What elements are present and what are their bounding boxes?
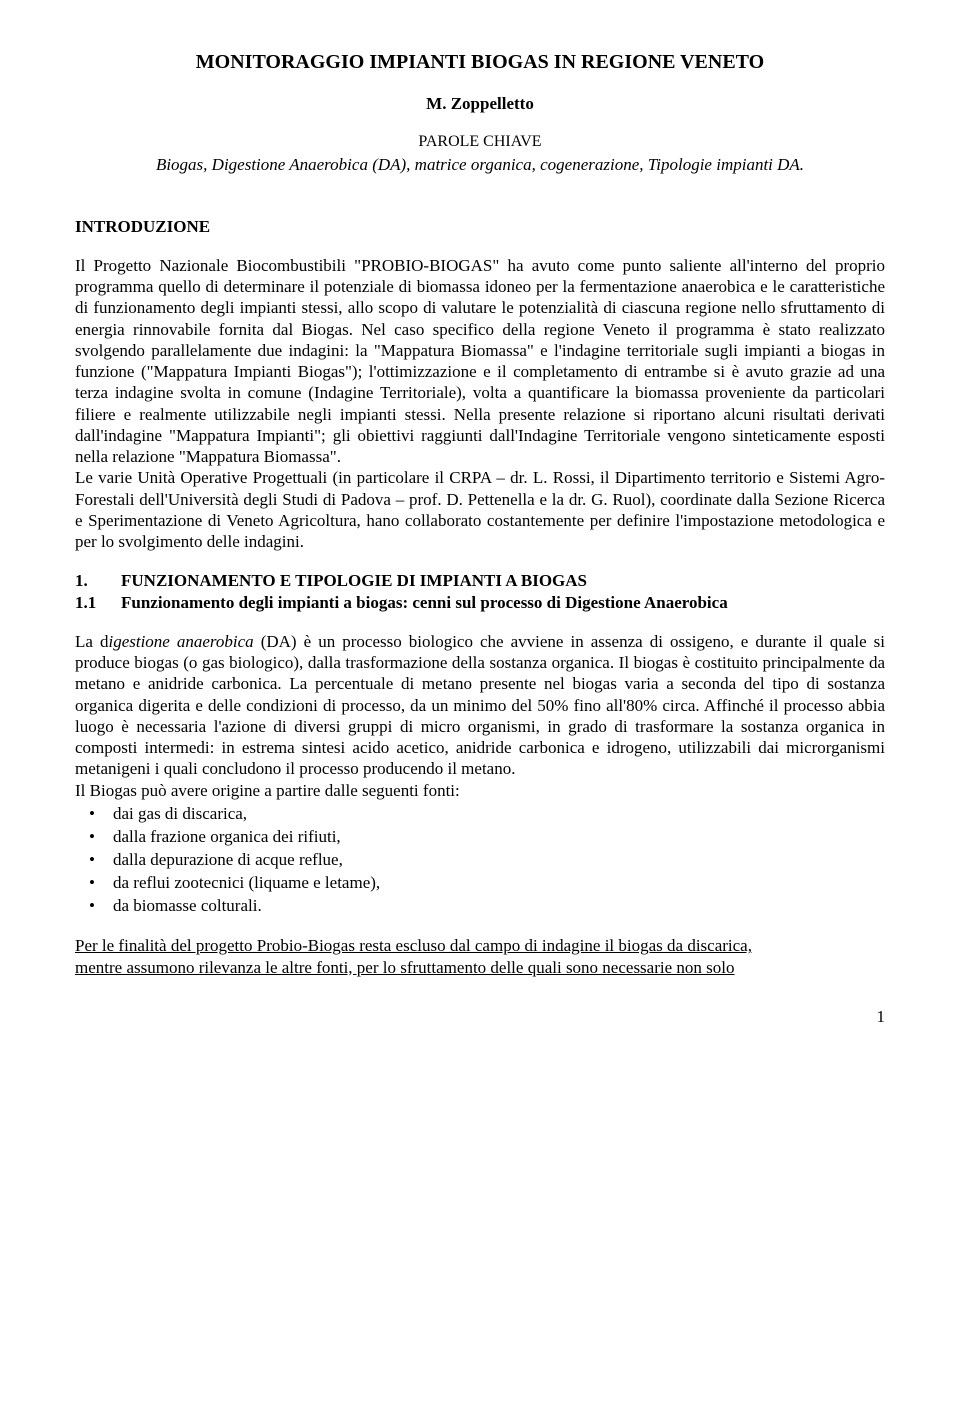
text-run: La d bbox=[75, 632, 108, 651]
list-item: dalla depurazione di acque reflue, bbox=[75, 849, 885, 872]
italic-term: igestione anaerobica bbox=[108, 632, 253, 651]
closing-paragraph: Per le finalità del progetto Probio-Biog… bbox=[75, 935, 885, 978]
underlined-text: Per le finalità del progetto Probio-Biog… bbox=[75, 936, 752, 955]
section-1-heading: 1.FUNZIONAMENTO E TIPOLOGIE DI IMPIANTI … bbox=[75, 570, 885, 591]
intro-paragraph-1: Il Progetto Nazionale Biocombustibili "P… bbox=[75, 255, 885, 468]
section-1-paragraph-1: La digestione anaerobica (DA) è un proce… bbox=[75, 631, 885, 780]
text-run: (DA) è un processo biologico che avviene… bbox=[75, 632, 885, 779]
page-number: 1 bbox=[75, 1006, 885, 1027]
keywords-label: PAROLE CHIAVE bbox=[75, 132, 885, 152]
list-item: da biomasse colturali. bbox=[75, 895, 885, 918]
section-1-1-title: Funzionamento degli impianti a biogas: c… bbox=[121, 593, 728, 612]
section-1-paragraph-2: Il Biogas può avere origine a partire da… bbox=[75, 780, 885, 801]
list-item: dalla frazione organica dei rifiuti, bbox=[75, 826, 885, 849]
intro-heading: INTRODUZIONE bbox=[75, 216, 885, 237]
biogas-sources-list: dai gas di discarica, dalla frazione org… bbox=[75, 803, 885, 918]
section-1-number: 1. bbox=[75, 570, 121, 591]
intro-paragraph-2: Le varie Unità Operative Progettuali (in… bbox=[75, 467, 885, 552]
section-1-title: FUNZIONAMENTO E TIPOLOGIE DI IMPIANTI A … bbox=[121, 571, 587, 590]
keywords: Biogas, Digestione Anaerobica (DA), matr… bbox=[75, 154, 885, 175]
list-item: dai gas di discarica, bbox=[75, 803, 885, 826]
underlined-text: mentre assumono rilevanza le altre fonti… bbox=[75, 958, 735, 977]
section-1-1-heading: 1.1Funzionamento degli impianti a biogas… bbox=[75, 592, 885, 613]
author: M. Zoppelletto bbox=[75, 93, 885, 114]
list-item: da reflui zootecnici (liquame e letame), bbox=[75, 872, 885, 895]
page-title: MONITORAGGIO IMPIANTI BIOGAS IN REGIONE … bbox=[75, 50, 885, 75]
section-1-1-number: 1.1 bbox=[75, 592, 121, 613]
